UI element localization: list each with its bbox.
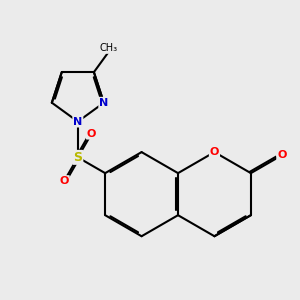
Text: O: O: [210, 147, 219, 157]
Text: O: O: [59, 176, 69, 186]
Text: O: O: [87, 129, 96, 139]
Text: N: N: [99, 98, 109, 108]
Text: S: S: [73, 151, 82, 164]
Text: O: O: [277, 150, 286, 160]
Text: CH₃: CH₃: [100, 44, 118, 53]
Text: N: N: [73, 117, 83, 127]
